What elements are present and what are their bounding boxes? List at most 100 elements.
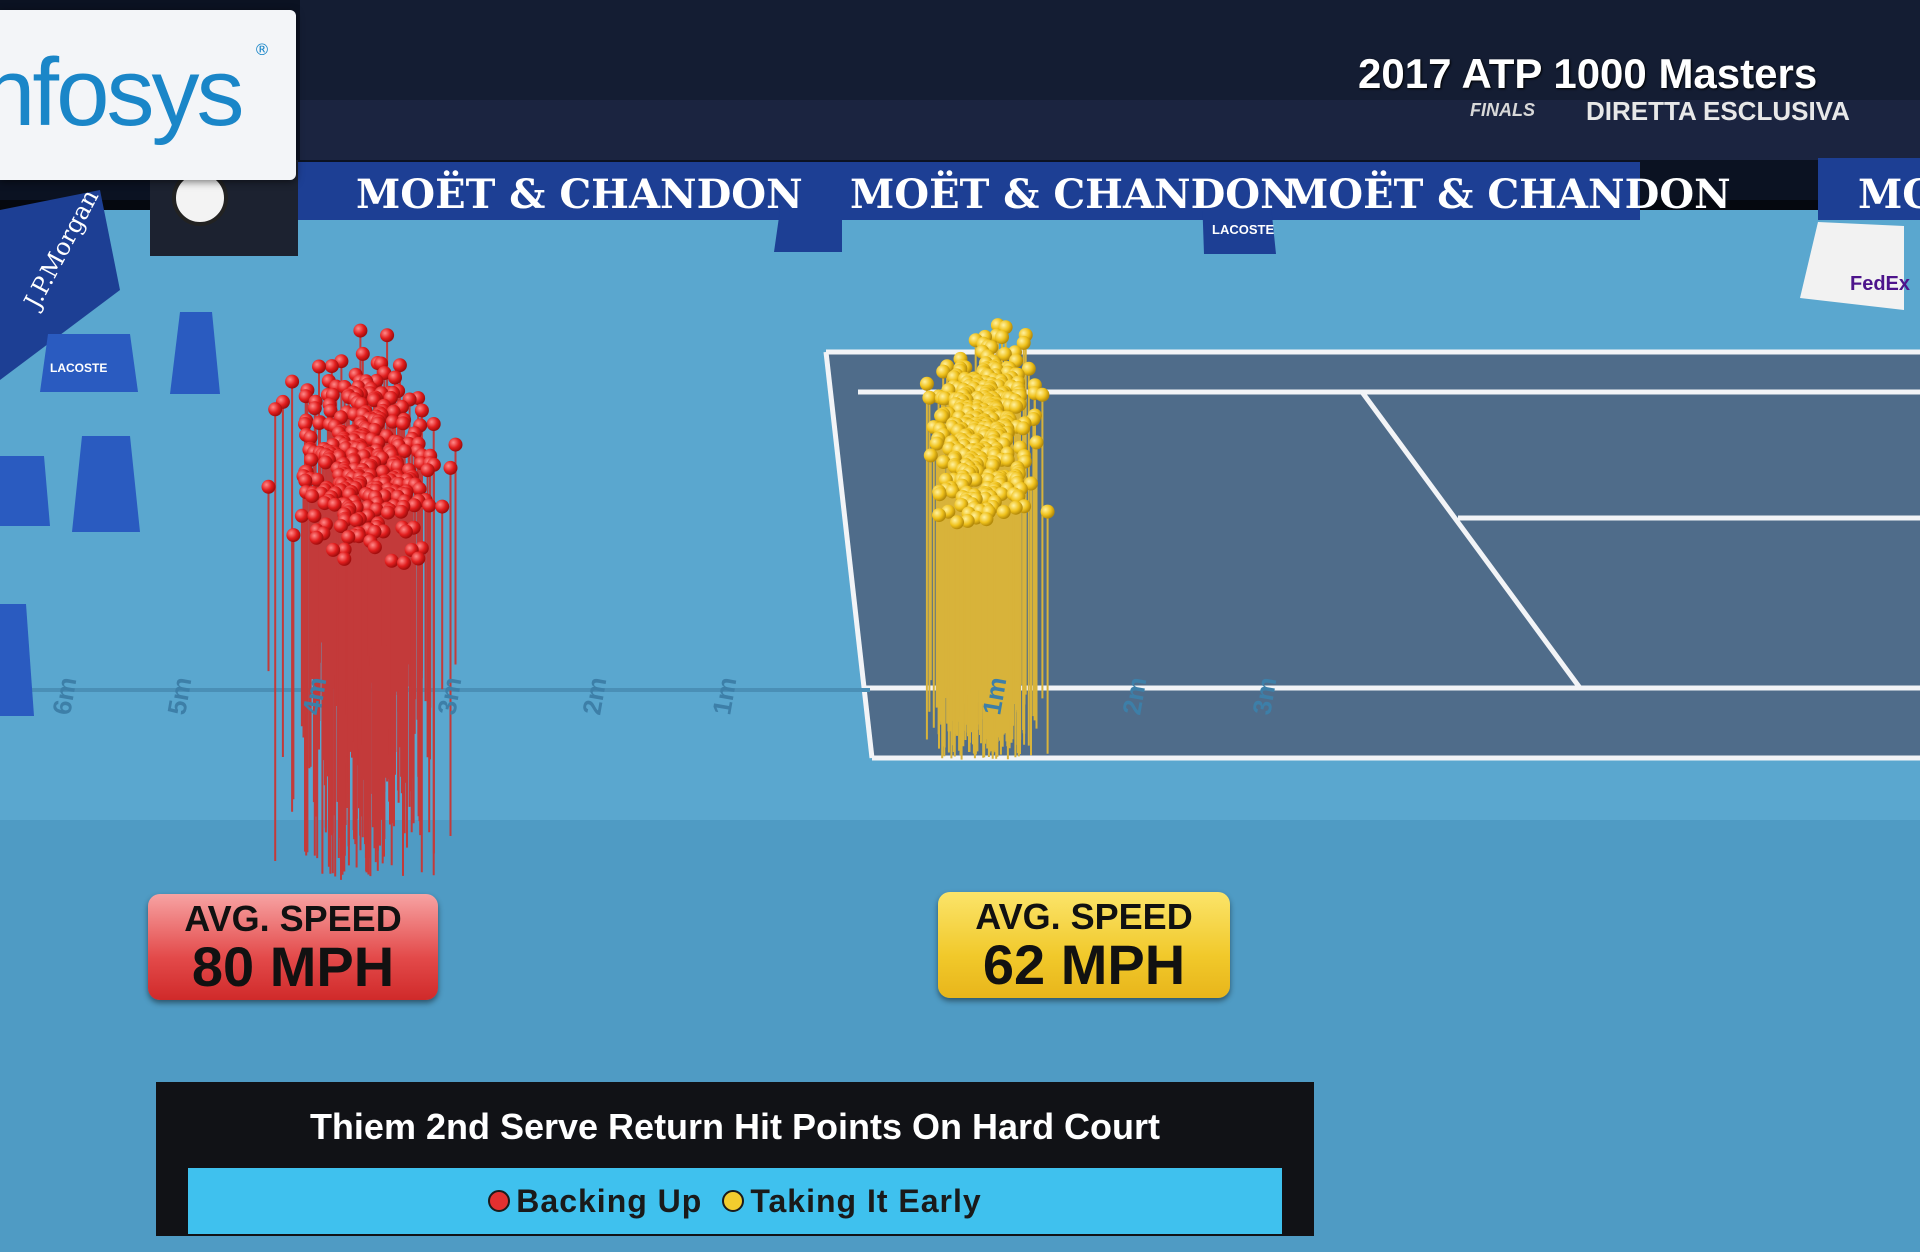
legend-label: Backing Up bbox=[516, 1182, 703, 1219]
distance-marker-label: 2m bbox=[1116, 675, 1152, 717]
sponsor-banner-2: MOËT & CHANDON bbox=[850, 171, 1297, 218]
hit-point-ball bbox=[960, 513, 975, 528]
speed-value: 62 MPH bbox=[982, 933, 1186, 996]
hit-point-ball bbox=[1035, 387, 1050, 402]
speed-label: AVG. SPEED bbox=[975, 896, 1193, 937]
distance-marker-label: 3m bbox=[1246, 675, 1282, 717]
hit-point-ball bbox=[398, 524, 413, 539]
sponsor-banner-edge: MO bbox=[1858, 171, 1920, 218]
hit-point-ball bbox=[936, 364, 951, 379]
hit-point-ball bbox=[380, 328, 395, 343]
avg-speed-backing-up: AVG. SPEED 80 MPH bbox=[148, 894, 438, 1000]
hit-point-ball bbox=[950, 515, 964, 530]
hit-point-ball bbox=[420, 463, 435, 478]
hit-point-ball bbox=[1021, 361, 1036, 376]
court-surface bbox=[826, 352, 1920, 758]
hit-point-ball bbox=[261, 479, 276, 494]
distance-marker-label: 3m bbox=[431, 675, 467, 717]
hit-point-ball bbox=[996, 505, 1011, 519]
hit-point-ball bbox=[919, 376, 934, 391]
hit-point-ball bbox=[312, 359, 326, 374]
registered-mark-icon: ® bbox=[254, 40, 270, 59]
hit-point-ball bbox=[268, 402, 283, 417]
sponsor-banner-1: MOËT & CHANDON bbox=[356, 171, 803, 218]
broadcast-title: 2017 ATP 1000 Masters bbox=[1358, 50, 1818, 97]
hit-point-ball bbox=[937, 391, 952, 406]
hit-point-ball bbox=[396, 416, 410, 431]
hit-point-ball bbox=[318, 455, 333, 470]
sponsor-banner-3: MOËT & CHANDON bbox=[1284, 171, 1731, 218]
hit-point-ball bbox=[307, 508, 322, 523]
avg-speed-taking-early: AVG. SPEED 62 MPH bbox=[938, 892, 1230, 998]
hit-point-ball bbox=[285, 374, 300, 389]
legend: Backing Up Taking It Early bbox=[188, 1168, 1282, 1234]
hit-point-balls bbox=[261, 318, 1055, 570]
hit-point-ball bbox=[349, 513, 364, 528]
hit-point-ball bbox=[394, 504, 409, 519]
hit-point-ball bbox=[932, 508, 946, 523]
hit-point-ball bbox=[407, 498, 422, 513]
speed-value: 80 MPH bbox=[191, 935, 395, 998]
hit-point-ball bbox=[305, 489, 319, 504]
fedex-box-icon bbox=[1800, 222, 1904, 310]
stands-rail bbox=[300, 100, 1920, 160]
fedex-text: FedEx bbox=[1850, 273, 1910, 295]
hit-point-ball bbox=[353, 323, 368, 338]
legend-item-taking-early: Taking It Early bbox=[722, 1183, 981, 1220]
hit-point-ball bbox=[968, 472, 983, 487]
hit-point-ball bbox=[298, 473, 313, 488]
hit-point-ball bbox=[310, 472, 325, 487]
hit-point-ball bbox=[298, 417, 312, 431]
hit-point-ball bbox=[923, 448, 938, 463]
hit-point-ball bbox=[422, 498, 437, 513]
hit-point-ball bbox=[326, 542, 341, 557]
hit-point-ball bbox=[411, 551, 426, 566]
hit-point-ball bbox=[327, 497, 342, 512]
distance-marker-label: 5m bbox=[161, 675, 197, 717]
hit-point-ball bbox=[397, 444, 412, 459]
broadcast-overlay: 2017 ATP 1000 Masters FINALS DIRETTA ESC… bbox=[1330, 40, 1920, 130]
hit-point-ball bbox=[932, 487, 947, 502]
stands-top bbox=[300, 0, 1920, 110]
hit-point-ball bbox=[351, 529, 366, 544]
banner-wall-right bbox=[1818, 158, 1920, 220]
sponsor-logo-card: nfosys ® bbox=[0, 10, 296, 180]
hit-point-ball bbox=[397, 555, 411, 570]
lacoste-box-text-2: LACOSTE bbox=[50, 361, 107, 375]
hit-point-ball bbox=[922, 390, 937, 405]
hit-point-ball bbox=[1040, 504, 1055, 519]
hit-point-ball bbox=[307, 401, 322, 416]
distance-marker-label: 2m bbox=[576, 675, 612, 717]
lacoste-box-text-1: LACOSTE bbox=[1212, 222, 1274, 237]
legend-label: Taking It Early bbox=[750, 1182, 982, 1219]
speed-label: AVG. SPEED bbox=[184, 898, 402, 939]
hit-point-ball bbox=[341, 530, 356, 545]
distance-marker-label: 1m bbox=[976, 675, 1012, 717]
hit-point-ball bbox=[995, 330, 1009, 345]
lacoste-box-icon bbox=[0, 196, 1276, 716]
distance-marker-label: 1m bbox=[706, 675, 742, 717]
hit-point-ball bbox=[312, 416, 327, 431]
hit-point-ball bbox=[448, 437, 463, 452]
hit-point-ball bbox=[286, 528, 301, 543]
hit-point-ball bbox=[392, 358, 407, 373]
sponsor-logo-text: nfosys bbox=[0, 39, 244, 146]
hit-point-ball bbox=[435, 499, 450, 514]
hit-point-ball bbox=[294, 508, 309, 523]
hit-point-ball bbox=[936, 455, 951, 469]
hit-point-ball bbox=[355, 346, 370, 361]
hit-point-ball bbox=[412, 482, 427, 496]
hit-point-ball bbox=[1016, 335, 1031, 350]
hit-point-ball bbox=[1016, 421, 1031, 436]
hit-point-ball bbox=[303, 430, 318, 445]
hit-point-ball bbox=[1009, 399, 1024, 414]
hit-point-ball bbox=[323, 403, 338, 418]
distance-marker-label: 6m bbox=[46, 675, 82, 717]
red-dot-icon bbox=[488, 1190, 511, 1212]
hit-point-ball bbox=[979, 512, 994, 527]
hit-point-ball bbox=[337, 551, 352, 566]
broadcast-subtitle: DIRETTA ESCLUSIVA bbox=[1586, 96, 1850, 126]
hit-point-ball bbox=[1000, 452, 1015, 467]
hit-point-ball bbox=[304, 452, 319, 467]
